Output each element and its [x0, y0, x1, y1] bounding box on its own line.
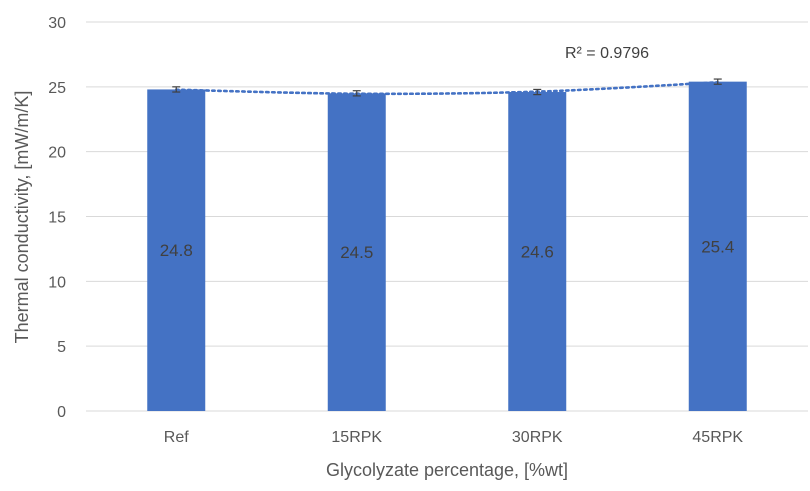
error-bars — [172, 78, 722, 97]
bar-30rpk — [508, 92, 567, 412]
x-axis-ticks: Ref 15RPK 30RPK 45RPK — [164, 429, 744, 446]
x-tick-label: 30RPK — [512, 429, 563, 446]
trendline-r2-label: R² = 0.9796 — [565, 45, 649, 62]
bars — [147, 81, 747, 412]
x-tick-label: Ref — [164, 429, 189, 446]
trendline — [174, 80, 720, 96]
bar-45rpk — [688, 81, 747, 411]
y-axis-ticks: 0 5 10 15 20 25 30 — [48, 15, 66, 421]
trendline-path — [174, 80, 720, 96]
data-label: 24.6 — [521, 243, 554, 262]
bar-15rpk — [327, 93, 386, 412]
data-label: 24.8 — [160, 241, 193, 260]
x-axis-title: Glycolyzate percentage, [%wt] — [326, 460, 568, 480]
y-tick-label: 25 — [48, 80, 66, 97]
y-tick-label: 10 — [48, 274, 66, 291]
y-tick-label: 15 — [48, 210, 66, 227]
y-axis-title: Thermal conductivity, [mW/m/K] — [12, 91, 32, 344]
x-tick-label: 45RPK — [692, 429, 743, 446]
bar-ref — [147, 89, 206, 411]
y-tick-label: 30 — [48, 15, 66, 32]
x-tick-label: 15RPK — [331, 429, 382, 446]
data-label: 25.4 — [701, 237, 734, 256]
y-tick-label: 20 — [48, 145, 66, 162]
data-labels: 24.8 24.5 24.6 25.4 — [160, 237, 735, 262]
gridlines — [86, 21, 808, 412]
y-tick-label: 5 — [57, 339, 66, 356]
data-label: 24.5 — [340, 243, 373, 262]
y-tick-label: 0 — [57, 404, 66, 421]
